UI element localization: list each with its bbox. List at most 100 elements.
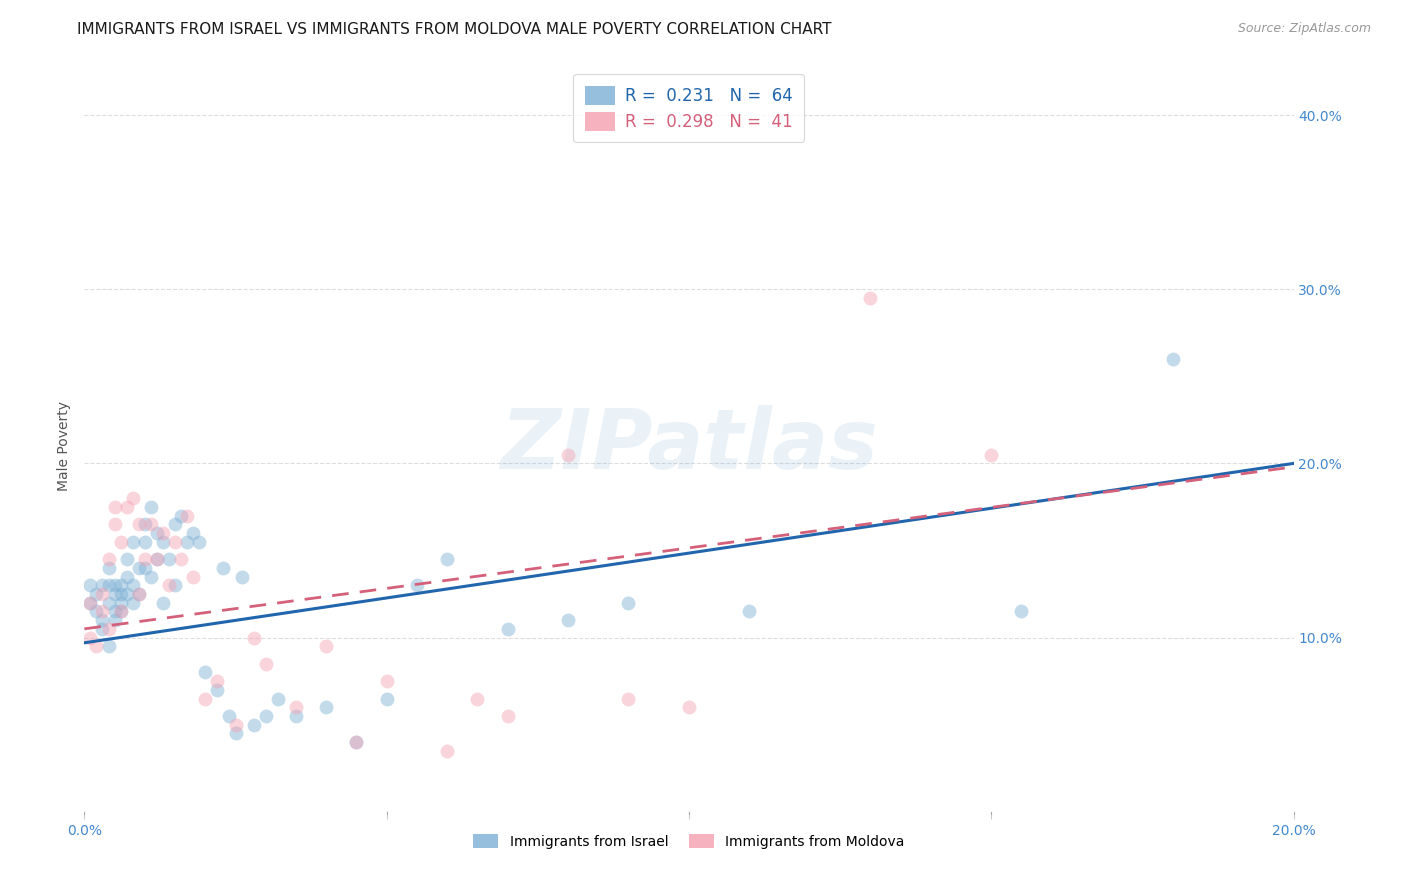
Point	[104, 578, 127, 592]
Point	[115, 500, 138, 514]
Point	[980, 448, 1002, 462]
Point	[207, 674, 229, 689]
Point	[170, 508, 193, 523]
Point	[110, 604, 132, 618]
Point	[152, 526, 174, 541]
Point	[146, 552, 169, 566]
Point	[165, 578, 187, 592]
Point	[128, 587, 150, 601]
Legend: Immigrants from Israel, Immigrants from Moldova: Immigrants from Israel, Immigrants from …	[467, 827, 911, 856]
Point	[1161, 351, 1184, 366]
Point	[97, 596, 120, 610]
Point	[121, 596, 143, 610]
Point	[346, 735, 368, 749]
Point	[152, 534, 174, 549]
Point	[110, 604, 132, 618]
Point	[557, 448, 579, 462]
Point	[496, 622, 519, 636]
Point	[267, 691, 290, 706]
Point	[738, 604, 761, 618]
Point	[165, 534, 187, 549]
Point	[617, 691, 640, 706]
Point	[617, 596, 640, 610]
Point	[678, 700, 700, 714]
Point	[91, 587, 114, 601]
Point	[285, 700, 308, 714]
Point	[121, 534, 143, 549]
Point	[1011, 604, 1033, 618]
Text: IMMIGRANTS FROM ISRAEL VS IMMIGRANTS FROM MOLDOVA MALE POVERTY CORRELATION CHART: IMMIGRANTS FROM ISRAEL VS IMMIGRANTS FRO…	[77, 22, 832, 37]
Point	[110, 587, 132, 601]
Y-axis label: Male Poverty: Male Poverty	[58, 401, 72, 491]
Point	[104, 604, 127, 618]
Point	[170, 552, 193, 566]
Point	[194, 691, 217, 706]
Point	[467, 691, 489, 706]
Point	[375, 691, 398, 706]
Point	[157, 578, 180, 592]
Point	[128, 561, 150, 575]
Point	[115, 552, 138, 566]
Point	[157, 552, 180, 566]
Point	[86, 587, 108, 601]
Point	[146, 552, 169, 566]
Point	[121, 491, 143, 506]
Point	[315, 700, 337, 714]
Point	[97, 561, 120, 575]
Point	[128, 587, 150, 601]
Point	[79, 596, 101, 610]
Point	[110, 534, 132, 549]
Point	[139, 500, 162, 514]
Point	[91, 578, 114, 592]
Point	[97, 578, 120, 592]
Point	[104, 587, 127, 601]
Point	[406, 578, 429, 592]
Point	[436, 744, 458, 758]
Point	[436, 552, 458, 566]
Point	[242, 717, 264, 731]
Point	[97, 622, 120, 636]
Point	[86, 640, 108, 654]
Point	[91, 622, 114, 636]
Point	[181, 569, 204, 583]
Point	[104, 500, 127, 514]
Point	[134, 561, 156, 575]
Point	[188, 534, 211, 549]
Point	[218, 709, 240, 723]
Point	[128, 517, 150, 532]
Point	[146, 526, 169, 541]
Text: ZIPatlas: ZIPatlas	[501, 406, 877, 486]
Text: Source: ZipAtlas.com: Source: ZipAtlas.com	[1237, 22, 1371, 36]
Point	[225, 717, 247, 731]
Point	[79, 578, 101, 592]
Point	[859, 291, 882, 305]
Point	[242, 631, 264, 645]
Point	[176, 534, 198, 549]
Point	[110, 596, 132, 610]
Point	[104, 613, 127, 627]
Point	[285, 709, 308, 723]
Point	[79, 631, 101, 645]
Point	[121, 578, 143, 592]
Point	[79, 596, 101, 610]
Point	[557, 613, 579, 627]
Point	[165, 517, 187, 532]
Point	[91, 613, 114, 627]
Point	[181, 526, 204, 541]
Point	[346, 735, 368, 749]
Point	[139, 569, 162, 583]
Point	[254, 657, 277, 671]
Point	[207, 682, 229, 697]
Point	[315, 640, 337, 654]
Point	[110, 578, 132, 592]
Point	[86, 604, 108, 618]
Point	[115, 587, 138, 601]
Point	[212, 561, 235, 575]
Point	[176, 508, 198, 523]
Point	[134, 534, 156, 549]
Point	[104, 517, 127, 532]
Point	[97, 552, 120, 566]
Point	[225, 726, 247, 740]
Point	[91, 604, 114, 618]
Point	[194, 665, 217, 680]
